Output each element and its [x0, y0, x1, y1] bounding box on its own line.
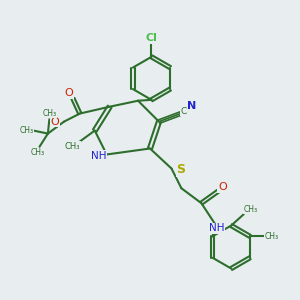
Text: CH₃: CH₃ — [264, 232, 278, 241]
Text: Cl: Cl — [146, 33, 158, 43]
Text: CH₃: CH₃ — [244, 205, 258, 214]
Text: NH: NH — [208, 223, 224, 233]
Text: O: O — [64, 88, 73, 98]
Text: CH₃: CH₃ — [42, 109, 56, 118]
Text: NH: NH — [91, 151, 106, 161]
Text: N: N — [187, 101, 196, 111]
Text: CH₃: CH₃ — [30, 148, 44, 157]
Text: S: S — [176, 163, 185, 176]
Text: O: O — [218, 182, 226, 192]
Text: CH₃: CH₃ — [19, 126, 33, 135]
Text: O: O — [50, 117, 59, 127]
Text: C: C — [181, 107, 187, 116]
Text: CH₃: CH₃ — [65, 142, 80, 151]
